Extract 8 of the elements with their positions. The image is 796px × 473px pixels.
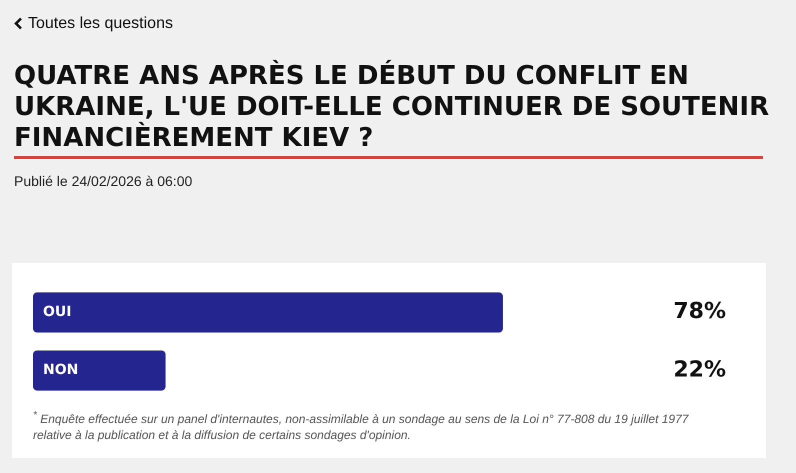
data-label: 78% [673,299,726,324]
y-tick-label: OUI [43,304,72,320]
chart-subtitle: Publié le 24/02/2026 à 06:00 [14,173,192,189]
data-label: 22% [673,357,726,382]
y-tick-label: NON [43,362,78,378]
text: $^{*}$ Enquête effectuée sur un panel d'internautes, non-assimilable à un sondage au sens de la Loi n° 77-808 du 19 juillet 1977 relative à la publication et à la diffusion de certains sondages d'opinion. [33,409,690,443]
chart-title: QUATRE ANS APRÈS LE DÉBUT DU CONFLIT EN UKRAINE, L'UE DOIT-ELLE CONTINUER DE SOUTENIR FINANCIÈREMENT KIEV ? [14,61,770,154]
text: Toutes les questions [28,15,173,33]
